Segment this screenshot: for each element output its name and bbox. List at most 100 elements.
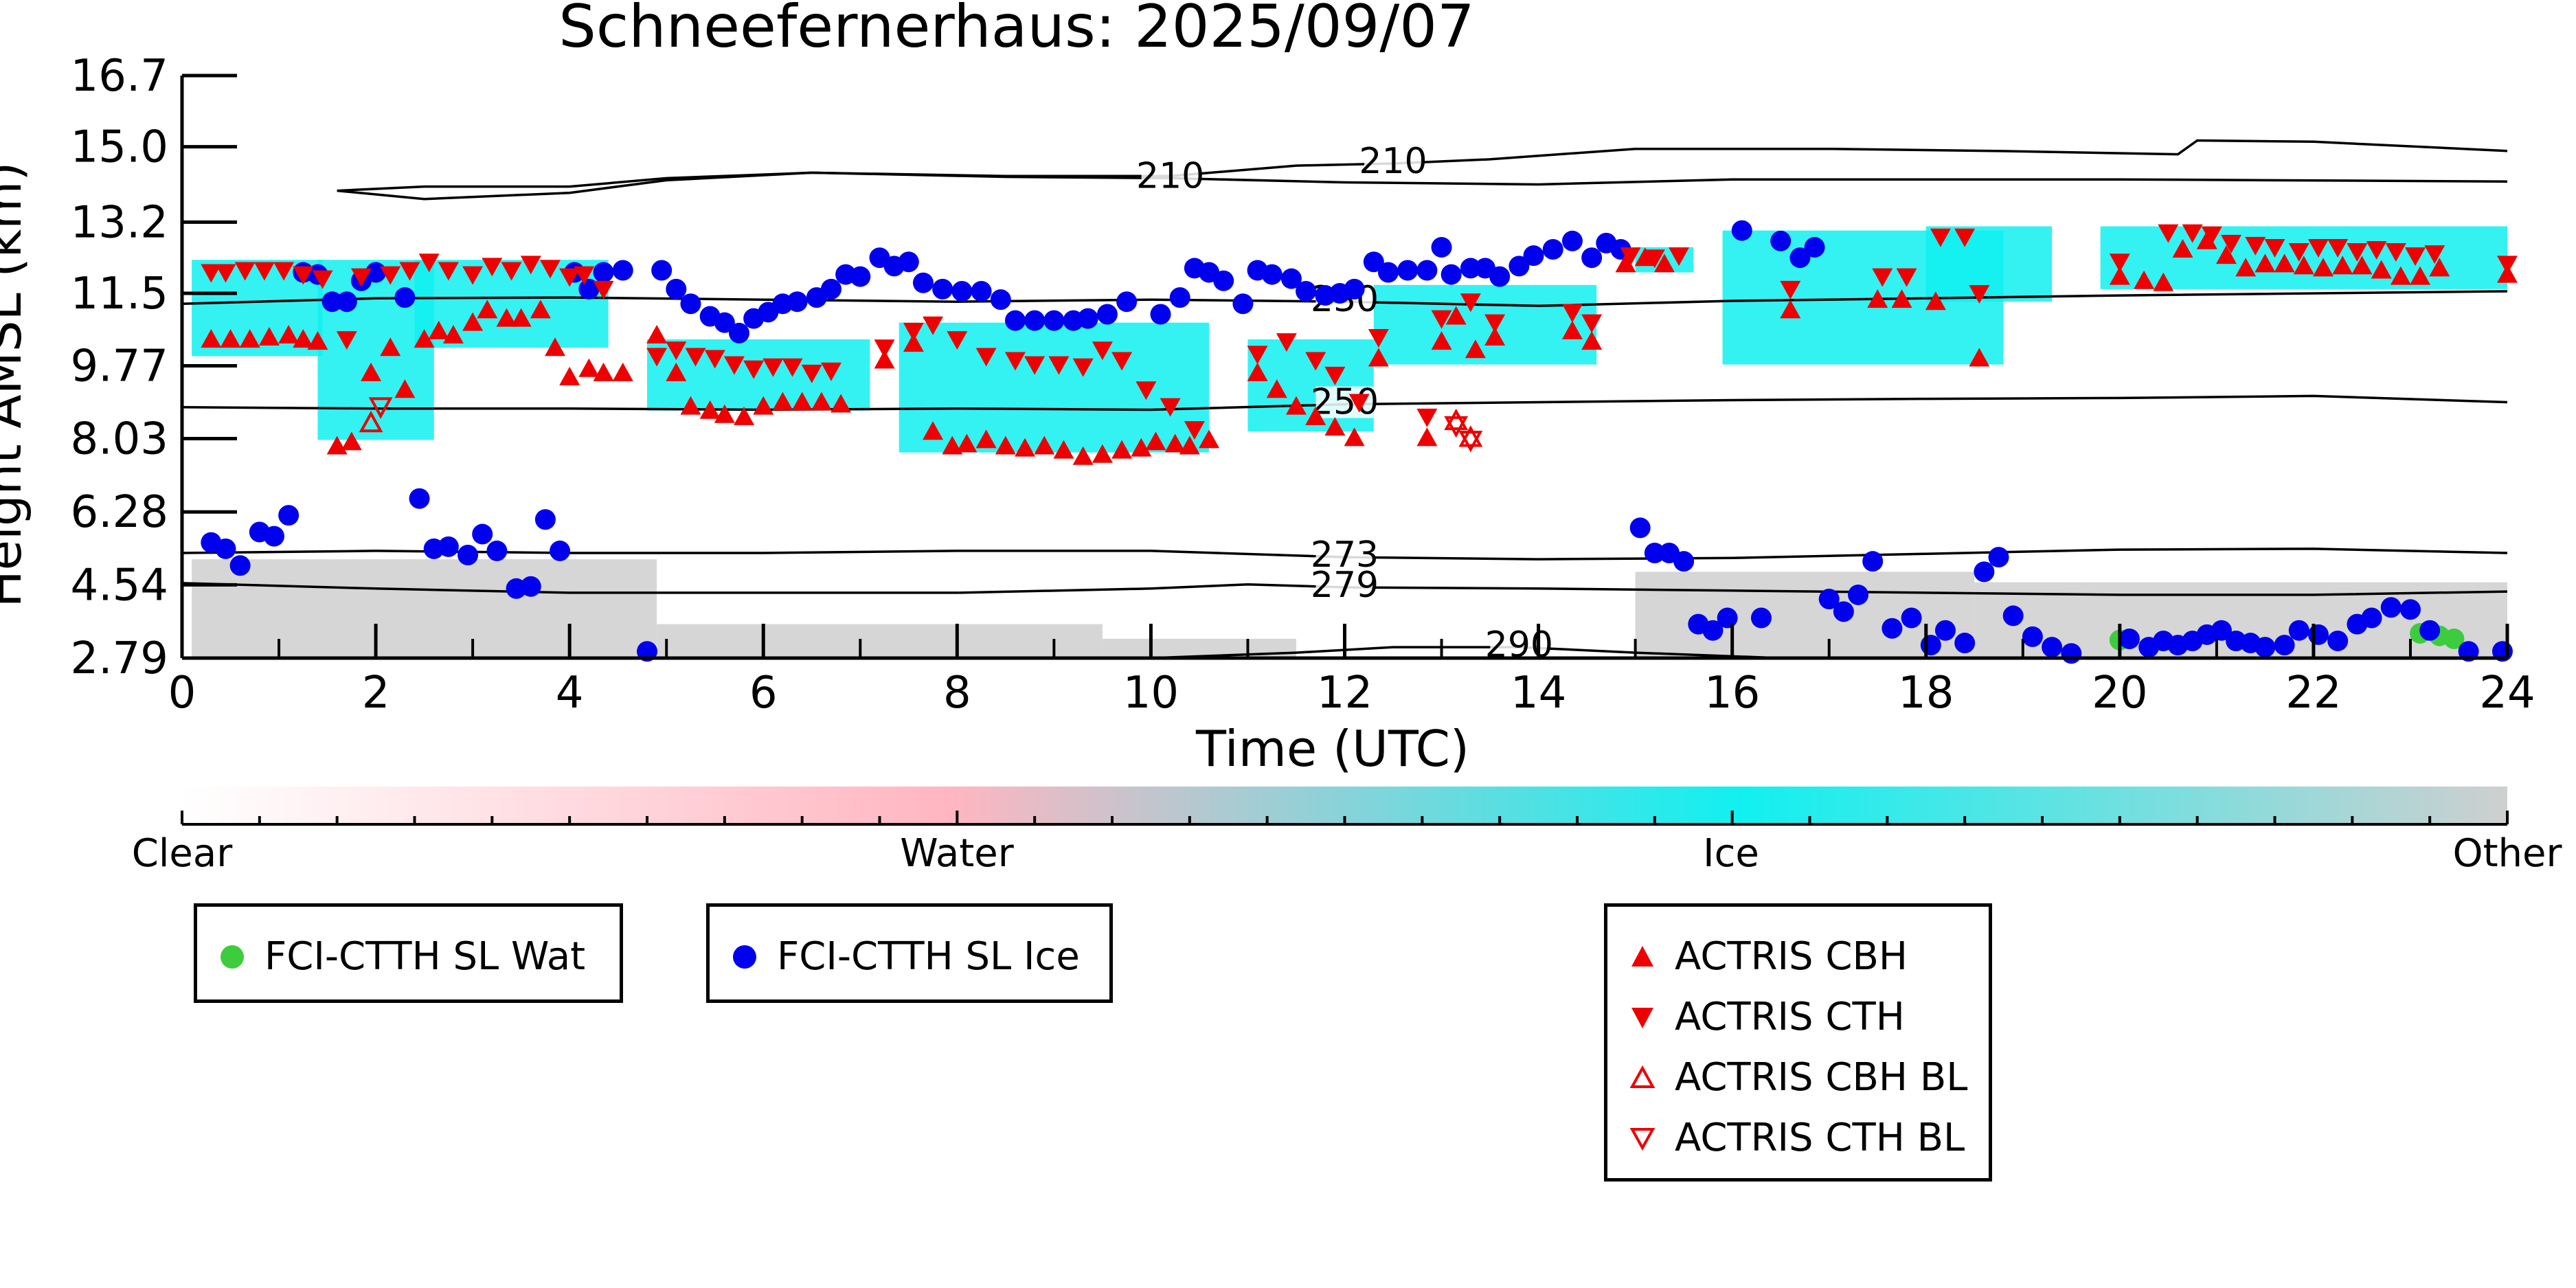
cth-marker — [1092, 341, 1113, 361]
y-axis-label: Height AMSL (km) — [0, 162, 32, 608]
ice-marker — [1561, 230, 1583, 251]
cth-marker — [350, 268, 372, 287]
other-region — [192, 559, 657, 658]
cth-marker — [2366, 240, 2387, 260]
cth-marker — [2221, 234, 2242, 253]
x-axis-label: Time (UTC) — [1195, 720, 1469, 778]
cth-marker — [685, 348, 706, 367]
y-tick-label: 6.28 — [71, 487, 169, 538]
cth-marker — [762, 358, 784, 377]
cth-marker — [2307, 238, 2329, 258]
ice-marker — [1460, 258, 1481, 279]
cbh-marker — [361, 362, 382, 381]
ice-marker — [2288, 620, 2309, 641]
ice-marker — [2327, 631, 2349, 652]
cbh-marker — [1780, 300, 1801, 319]
cth-marker — [1930, 228, 1951, 247]
cth-marker — [801, 364, 822, 383]
ice-marker — [1833, 601, 1854, 622]
ice-marker — [651, 260, 673, 281]
cbh-marker — [220, 329, 241, 348]
ice-marker — [1261, 264, 1283, 285]
contour-line — [181, 582, 2508, 596]
ice-marker — [1213, 270, 1234, 291]
ice-marker — [438, 536, 459, 557]
cbh-marker — [1344, 427, 1365, 447]
ice-marker — [1804, 236, 1825, 258]
cbh-marker — [831, 394, 852, 413]
y-tick-label: 13.2 — [71, 197, 169, 248]
ice-marker — [486, 540, 508, 561]
cth-marker — [820, 362, 841, 381]
cth-marker — [2109, 253, 2130, 273]
cth-marker — [782, 358, 803, 377]
ice-marker — [229, 555, 251, 576]
cbh-marker — [1034, 436, 1055, 455]
ice-marker — [850, 266, 871, 287]
cth-marker — [501, 262, 522, 281]
cbh-marker — [394, 379, 416, 398]
ice-marker — [457, 545, 479, 566]
cbh-marker — [1925, 291, 1946, 310]
cth-marker — [1024, 356, 1046, 375]
ice-marker — [1954, 633, 1976, 654]
cbh-marker — [1092, 444, 1113, 463]
cbh-marker — [1015, 438, 1036, 457]
cth-marker — [253, 262, 275, 281]
legend-label: ACTRIS CBH BL — [1675, 1055, 1968, 1100]
cbh-marker — [1581, 331, 1603, 350]
ice-marker — [1974, 561, 1995, 583]
cth-marker — [2497, 256, 2518, 275]
cbh-marker — [1199, 429, 1220, 449]
legend-item: ACTRIS CTH — [1625, 995, 1905, 1039]
cth-marker — [947, 331, 968, 350]
cbh-marker — [714, 404, 735, 423]
y-tick-label: 8.03 — [71, 414, 169, 465]
x-tick-label: 20 — [2092, 668, 2147, 719]
triangle-up-outline-icon — [1625, 1064, 1660, 1092]
cth-bl-marker — [1444, 416, 1469, 438]
cth-marker — [874, 339, 895, 359]
ice-marker — [1644, 542, 1665, 563]
cth-marker — [418, 253, 440, 273]
cth-marker — [2385, 243, 2406, 262]
cbh-marker — [874, 350, 895, 369]
cbh-marker — [530, 300, 551, 319]
ice-marker — [1702, 620, 1724, 641]
ice-marker — [2307, 624, 2329, 645]
ice-marker — [1581, 247, 1603, 269]
cth-marker — [1111, 352, 1133, 371]
ice-marker — [550, 540, 571, 561]
cth-marker — [520, 256, 541, 275]
cth-marker — [1184, 421, 1205, 440]
cbh-marker — [1164, 433, 1186, 453]
ice-marker — [409, 488, 430, 509]
cth-marker — [2158, 224, 2179, 243]
other-region — [657, 624, 1103, 658]
cbh-marker — [1053, 440, 1074, 459]
cbh-marker — [995, 436, 1016, 455]
cth-marker — [1136, 381, 1157, 400]
cth-marker — [593, 280, 614, 300]
x-tick-label: 8 — [943, 668, 971, 719]
x-tick-label: 16 — [1704, 668, 1760, 719]
cth-marker — [462, 266, 484, 285]
cbh-marker — [1145, 431, 1166, 451]
cth-marker — [438, 262, 459, 281]
cth-marker — [539, 260, 561, 279]
ice-marker — [971, 280, 992, 302]
legend-label: FCI-CTTH SL Wat — [264, 934, 586, 979]
cth-marker — [1669, 247, 1690, 267]
cbh-marker — [699, 400, 721, 419]
cth-marker — [2201, 226, 2222, 245]
ice-marker — [1344, 278, 1365, 300]
ice-marker — [1629, 517, 1651, 539]
cth-marker — [482, 258, 503, 277]
x-tick-label: 0 — [168, 668, 196, 719]
legend-item: FCI-CTTH SL Wat — [215, 934, 585, 979]
cbh-marker — [239, 329, 260, 348]
colorbar-label-water: Water — [900, 831, 1014, 876]
ice-marker — [1789, 247, 1811, 269]
cbh-marker — [2410, 266, 2431, 285]
cbh-marker — [1653, 253, 1675, 273]
